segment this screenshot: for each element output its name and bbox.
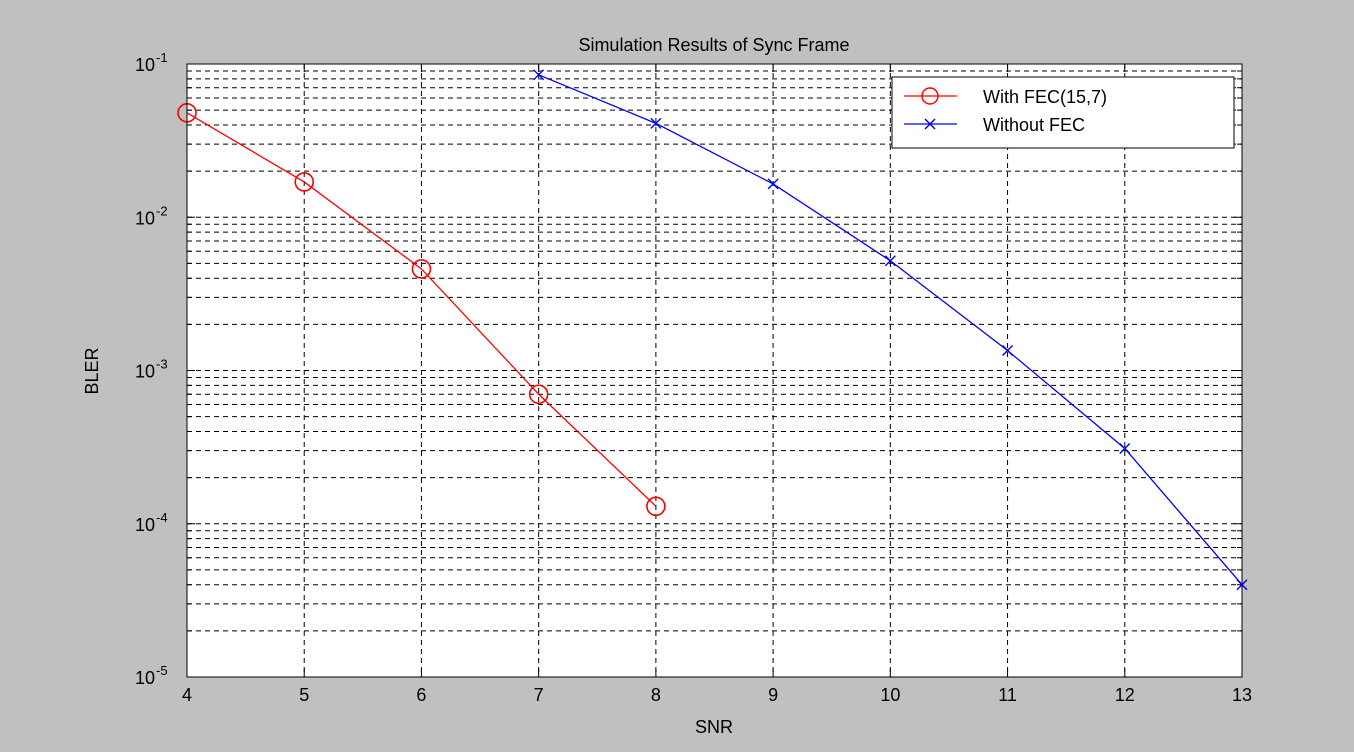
data-point-circle [646,496,666,517]
y-tick-labels: 10-110-210-310-410-5 [135,50,168,688]
data-point-circle [411,259,432,279]
y-axis-label: BLER [82,347,102,394]
y-tick-label: 10 [135,515,155,535]
x-tick-label: 4 [182,685,192,705]
y-tick-label-exponent: -2 [156,203,168,218]
legend-marker-with-fec [921,87,939,105]
x-tick-label: 11 [998,685,1017,705]
y-tick-label: 10 [135,668,155,688]
x-tick-label: 6 [416,685,426,705]
legend-label-with-fec: With FEC(15,7) [983,87,1107,107]
x-tick-label: 10 [880,685,900,705]
x-axis-label: SNR [695,717,733,737]
data-point-x [767,178,779,190]
legend-label-without-fec: Without FEC [983,115,1085,135]
legend: With FEC(15,7) Without FEC [891,76,1235,149]
series-line-0 [186,112,657,507]
data-point-x [650,117,662,129]
data-point-x [884,255,896,267]
series-lines [177,69,1248,591]
axes-background [187,64,1242,677]
axes-frame [186,63,1243,678]
x-tick-label: 8 [651,685,661,705]
x-tick-label: 7 [534,685,544,705]
x-tick-labels: 4 5 6 7 8 9 10 11 12 13 [182,685,1252,705]
grid-lines [187,64,1242,677]
y-tick-label-exponent: -5 [156,663,168,678]
x-tick-label: 12 [1115,685,1135,705]
chart-title: Simulation Results of Sync Frame [578,35,849,55]
x-tick-label: 13 [1232,685,1252,705]
data-point-x [1002,345,1014,357]
legend-marker-without-fec [924,118,936,130]
y-tick-label: 10 [135,362,155,382]
y-tick-label-exponent: -3 [156,357,168,372]
data-point-circle [528,384,549,405]
data-point-circle [294,172,315,192]
legend-box [891,76,1235,149]
y-tick-label: 10 [135,55,155,75]
x-tick-label: 5 [299,685,309,705]
y-tick-label-exponent: -1 [156,50,168,65]
data-point-x [533,69,545,81]
data-point-x [1119,442,1131,454]
x-tick-label: 9 [768,685,778,705]
y-tick-label: 10 [135,208,155,228]
y-tick-label-exponent: -4 [156,510,168,525]
